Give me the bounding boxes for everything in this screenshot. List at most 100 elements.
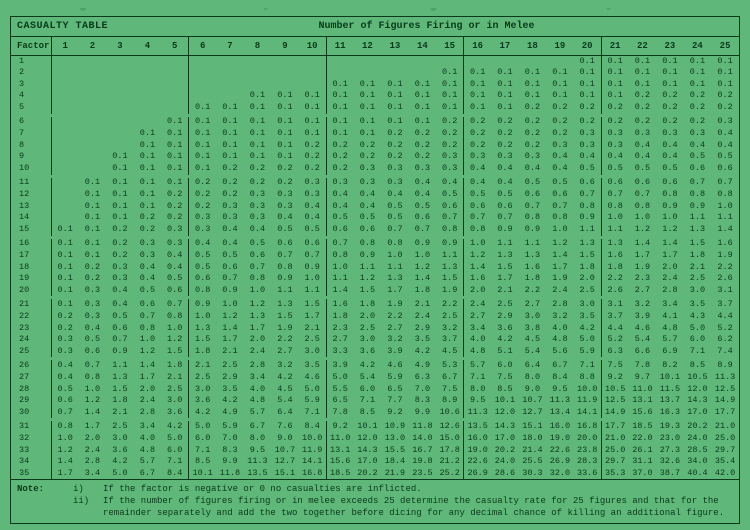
data-cell: 3.9 [629, 311, 657, 323]
data-cell: 4.5 [519, 334, 547, 346]
data-cell: 8.8 [574, 372, 602, 384]
data-cell: 0.8 [436, 224, 464, 236]
data-cell: 1.5 [436, 273, 464, 285]
data-cell: 0.1 [271, 117, 299, 129]
data-cell: 0.1 [189, 128, 217, 140]
data-cell: 11.8 [409, 421, 437, 433]
data-cell: 7.0 [216, 433, 244, 445]
data-cell: 12.0 [354, 433, 382, 445]
data-cell: 24.0 [684, 433, 712, 445]
data-cell: 3.4 [134, 421, 162, 433]
table-row: 170.10.10.20.30.40.50.50.60.70.70.80.91.… [11, 250, 739, 262]
data-cell: 27.3 [656, 445, 684, 457]
table-row: 300.71.42.12.83.64.24.95.76.47.17.88.59.… [11, 407, 739, 419]
data-cell [381, 67, 409, 79]
data-cell: 0.1 [271, 140, 299, 152]
data-cell: 0.2 [684, 117, 712, 129]
data-cell: 1.6 [464, 273, 492, 285]
data-cell: 0.1 [354, 79, 382, 91]
data-cell: 0.2 [161, 201, 189, 213]
data-cell: 1.3 [106, 372, 134, 384]
data-cell [271, 55, 299, 67]
data-cell: 1.0 [189, 311, 217, 323]
data-cell: 0.6 [436, 201, 464, 213]
data-cell: 0.1 [216, 102, 244, 114]
data-cell: 0.5 [326, 212, 354, 224]
data-cell: 2.4 [244, 346, 272, 358]
data-cell: 2.5 [161, 384, 189, 396]
data-cell: 0.6 [106, 323, 134, 335]
data-cell: 0.1 [244, 90, 272, 102]
data-cell: 0.3 [409, 163, 437, 175]
data-cell: 0.3 [354, 178, 382, 190]
data-cell: 5.1 [491, 346, 519, 358]
data-cell: 1.1 [106, 360, 134, 372]
factor-cell: 19 [11, 273, 51, 285]
table-frame: CASUALTY TABLE Number of Figures Firing … [10, 16, 740, 524]
data-cell [436, 55, 464, 67]
data-cell: 0.4 [106, 299, 134, 311]
data-cell: 0.1 [189, 102, 217, 114]
data-cell: 0.1 [491, 90, 519, 102]
data-cell: 0.1 [79, 224, 107, 236]
data-cell: 0.1 [629, 79, 657, 91]
data-cell: 0.1 [189, 163, 217, 175]
data-cell [106, 102, 134, 114]
data-cell: 10.1 [354, 421, 382, 433]
data-cell: 0.2 [189, 189, 217, 201]
data-cell: 31.1 [629, 456, 657, 468]
data-cell: 0.2 [546, 117, 574, 129]
data-cell: 0.1 [574, 90, 602, 102]
data-cell: 9.5 [464, 395, 492, 407]
data-cell: 0.1 [79, 189, 107, 201]
data-cell [106, 90, 134, 102]
data-cell: 35.4 [711, 456, 739, 468]
data-cell: 0.4 [409, 178, 437, 190]
data-cell: 0.1 [409, 79, 437, 91]
data-cell: 8.4 [299, 421, 327, 433]
data-cell: 0.6 [271, 239, 299, 251]
data-cell: 1.4 [134, 360, 162, 372]
data-cell: 0.3 [106, 273, 134, 285]
data-cell: 0.6 [161, 285, 189, 297]
factor-cell: 24 [11, 334, 51, 346]
data-cell: 12.0 [491, 407, 519, 419]
data-cell: 11.3 [244, 456, 272, 468]
table-row: 180.10.20.30.40.40.50.60.70.80.91.01.11.… [11, 262, 739, 274]
data-cell: 11.3 [546, 395, 574, 407]
data-cell: 0.1 [381, 79, 409, 91]
data-cell: 0.2 [216, 163, 244, 175]
data-cell: 6.0 [491, 360, 519, 372]
table-row: 150.10.10.20.20.30.30.40.40.50.50.60.60.… [11, 224, 739, 236]
data-cell: 3.7 [711, 299, 739, 311]
table-row: 90.10.10.10.10.10.10.10.20.20.20.20.20.3… [11, 151, 739, 163]
data-cell: 1.7 [381, 285, 409, 297]
data-cell: 0.2 [326, 163, 354, 175]
data-cell: 0.2 [464, 128, 492, 140]
data-cell [106, 117, 134, 129]
factor-cell: 33 [11, 445, 51, 457]
data-cell: 0.3 [601, 140, 629, 152]
table-row: 130.10.10.10.20.20.30.30.30.40.40.40.50.… [11, 201, 739, 213]
data-cell: 7.1 [299, 407, 327, 419]
data-cell: 4.2 [271, 372, 299, 384]
data-cell: 11.9 [299, 445, 327, 457]
data-cell: 3.2 [436, 323, 464, 335]
data-cell [189, 55, 217, 67]
data-cell: 2.1 [491, 285, 519, 297]
data-cell: 2.1 [216, 346, 244, 358]
data-cell [299, 79, 327, 91]
data-cell: 18.5 [326, 468, 354, 480]
data-cell: 5.4 [519, 346, 547, 358]
data-cell: 0.6 [244, 250, 272, 262]
data-cell: 1.3 [189, 323, 217, 335]
data-cell: 4.2 [409, 346, 437, 358]
data-cell: 0.1 [216, 140, 244, 152]
data-cell: 2.7 [271, 346, 299, 358]
data-cell: 1.8 [684, 250, 712, 262]
data-cell: 3.6 [161, 407, 189, 419]
table-row: 20.10.10.10.10.10.10.10.10.10.10.1 [11, 67, 739, 79]
data-cell: 0.7 [106, 334, 134, 346]
data-cell: 0.1 [436, 79, 464, 91]
data-cell [51, 163, 79, 175]
